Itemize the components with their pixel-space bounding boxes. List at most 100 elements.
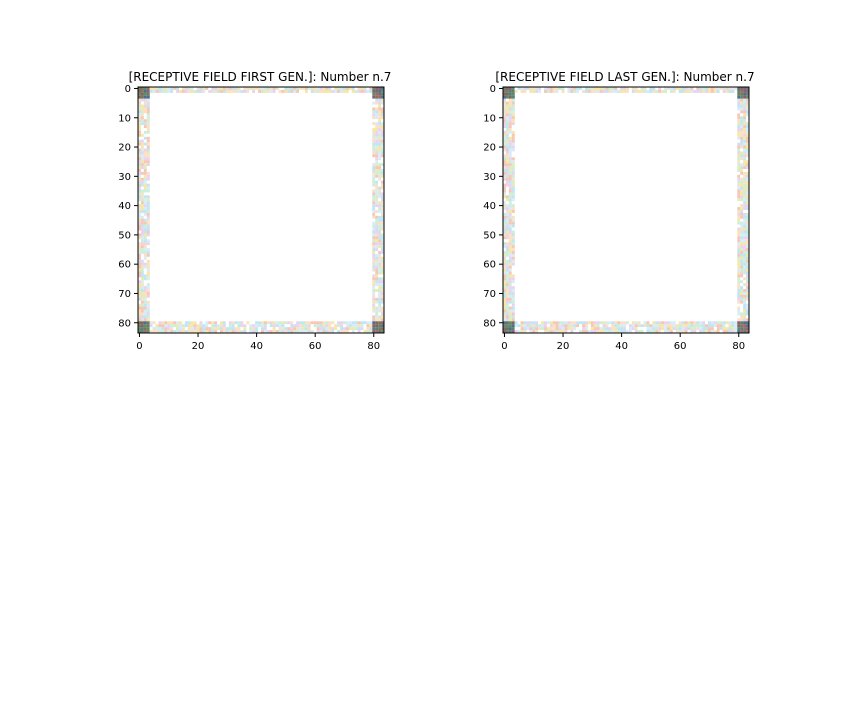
heatmap-edge-cell: [140, 245, 144, 249]
heatmap-edge-cell: [375, 251, 379, 254]
heatmap-edge-cell: [143, 268, 147, 272]
heatmap-corner-cell: [511, 327, 515, 331]
heatmap-edge-cell: [164, 324, 168, 328]
heatmap-edge-cell: [672, 89, 676, 93]
heatmap-edge-cell: [255, 87, 259, 90]
x-tick-label: 60: [309, 341, 322, 352]
heatmap-edge-cell: [143, 142, 147, 146]
heatmap-edge-cell: [378, 122, 382, 126]
heatmap-edge-cell: [378, 286, 382, 290]
heatmap-edge-cell: [140, 277, 144, 281]
heatmap-edge-cell: [661, 330, 665, 334]
x-tick-label: 40: [250, 341, 263, 352]
heatmap-edge-cell: [199, 87, 203, 90]
heatmap-edge-cell: [208, 330, 212, 334]
heatmap-edge-cell: [511, 128, 515, 131]
heatmap-edge-cell: [331, 321, 335, 325]
heatmap-edge-cell: [138, 189, 141, 193]
heatmap-corner-cell: [372, 92, 376, 96]
heatmap-edge-cell: [366, 327, 370, 331]
heatmap-edge-cell: [508, 136, 512, 140]
heatmap-edge-cell: [143, 265, 147, 269]
heatmap-edge-cell: [667, 324, 670, 328]
heatmap-edge-cell: [505, 309, 509, 313]
heatmap-edge-cell: [743, 300, 747, 304]
heatmap-edge-cell: [307, 324, 311, 328]
heatmap-edge-cell: [503, 133, 506, 137]
heatmap-edge-cell: [325, 324, 329, 328]
heatmap-edge-cell: [573, 89, 577, 93]
heatmap-corner-cell: [505, 87, 509, 90]
heatmap-corner-cell: [503, 87, 506, 90]
heatmap-edge-cell: [611, 87, 615, 90]
heatmap-edge-cell: [375, 294, 379, 298]
heatmap-edge-cell: [585, 321, 588, 325]
heatmap-edge-cell: [623, 89, 627, 93]
heatmap-edge-cell: [340, 327, 344, 331]
heatmap-edge-cell: [155, 327, 159, 331]
heatmap-edge-cell: [155, 89, 159, 93]
heatmap-edge-cell: [146, 245, 150, 249]
heatmap-edge-cell: [143, 151, 147, 155]
heatmap-corner-cell: [508, 321, 512, 325]
axes-frame-first-gen: [137, 86, 385, 334]
heatmap-edge-cell: [511, 236, 515, 240]
x-tick-label: 80: [732, 341, 745, 352]
heatmap-edge-cell: [529, 87, 533, 90]
heatmap-edge-cell: [143, 195, 147, 199]
heatmap-corner-cell: [146, 321, 150, 325]
heatmap-edge-cell: [378, 113, 382, 117]
heatmap-edge-cell: [746, 306, 750, 310]
heatmap-edge-cell: [743, 280, 747, 284]
heatmap-edge-cell: [508, 297, 512, 301]
heatmap-edge-cell: [140, 110, 144, 114]
heatmap-edge-cell: [266, 327, 270, 331]
heatmap-edge-cell: [343, 327, 346, 331]
heatmap-edge-cell: [372, 189, 376, 193]
heatmap-edge-cell: [176, 87, 180, 90]
heatmap-edge-cell: [152, 321, 156, 325]
heatmap-edge-cell: [249, 324, 253, 328]
heatmap-edge-cell: [325, 89, 329, 93]
heatmap-edge-cell: [140, 128, 144, 131]
heatmap-edge-cell: [372, 110, 376, 114]
heatmap-edge-cell: [746, 253, 750, 257]
heatmap-edge-cell: [740, 116, 744, 120]
heatmap-edge-cell: [146, 110, 150, 114]
heatmap-edge-cell: [740, 154, 744, 158]
heatmap-edge-cell: [184, 89, 188, 93]
heatmap-corner-cell: [503, 321, 506, 325]
heatmap-edge-cell: [176, 330, 180, 334]
heatmap-edge-cell: [576, 330, 580, 334]
heatmap-edge-cell: [511, 116, 515, 120]
heatmap-edge-cell: [505, 136, 509, 140]
heatmap-edge-cell: [146, 189, 150, 193]
heatmap-edge-cell: [378, 128, 382, 131]
heatmap-edge-cell: [740, 292, 744, 295]
heatmap-edge-cell: [643, 321, 647, 325]
y-tick-label: 30: [483, 172, 496, 183]
heatmap-edge-cell: [381, 148, 385, 152]
heatmap-corner-cell: [372, 330, 376, 334]
heatmap-corner-cell: [511, 330, 515, 334]
heatmap-edge-cell: [307, 87, 311, 90]
heatmap-edge-cell: [378, 101, 382, 105]
heatmap-edge-cell: [549, 327, 553, 331]
heatmap-edge-cell: [593, 330, 597, 334]
heatmap-edge-cell: [652, 327, 656, 331]
heatmap-edge-cell: [605, 330, 609, 334]
heatmap-edge-cell: [508, 113, 512, 117]
heatmap-edge-cell: [505, 192, 509, 196]
heatmap-edge-cell: [381, 198, 385, 202]
heatmap-edge-cell: [372, 277, 376, 281]
heatmap-edge-cell: [681, 327, 685, 331]
heatmap-edge-cell: [138, 294, 141, 298]
heatmap-edge-cell: [149, 321, 153, 325]
heatmap-edge-cell: [737, 139, 741, 143]
heatmap-edge-cell: [138, 98, 141, 102]
heatmap-edge-cell: [517, 324, 521, 328]
heatmap-edge-cell: [535, 327, 539, 331]
heatmap-edge-cell: [375, 248, 379, 252]
heatmap-edge-cell: [576, 89, 580, 93]
